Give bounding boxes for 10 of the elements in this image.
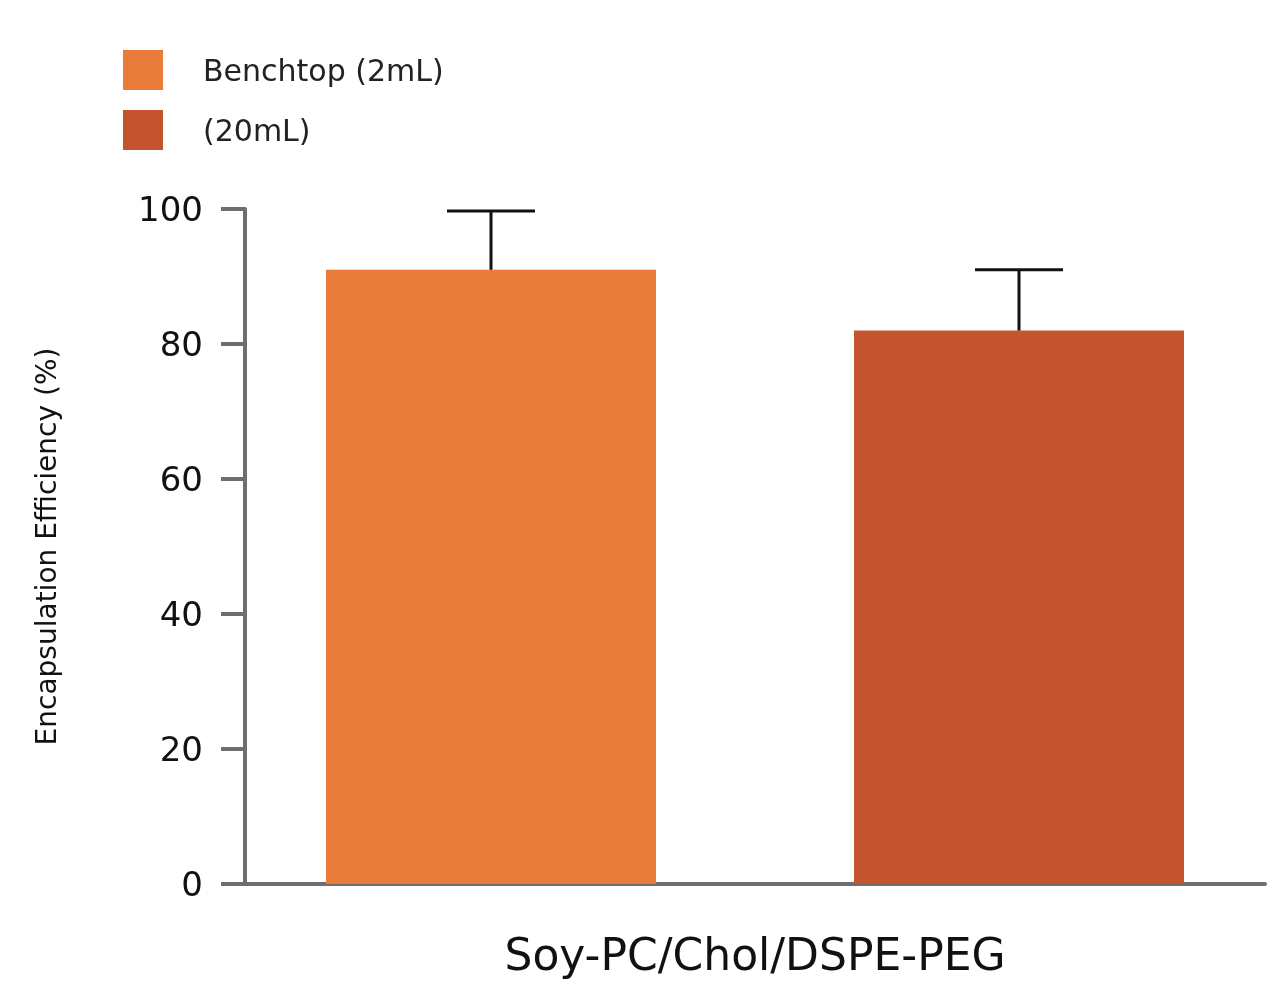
y-tick-label: 0 [181, 864, 203, 904]
x-tick-label: Soy-PC/Chol/DSPE-PEG [504, 928, 1006, 980]
y-axis-title: Encapsulation Efficiency (%) [29, 347, 63, 746]
y-tick-label: 60 [159, 459, 203, 499]
legend-label: (20mL) [203, 112, 311, 148]
y-tick-label: 20 [159, 729, 203, 769]
y-tick-label: 100 [138, 189, 203, 229]
legend-label: Benchtop (2mL) [203, 52, 444, 88]
y-tick-label: 40 [159, 594, 203, 634]
y-tick-label: 80 [159, 324, 203, 364]
